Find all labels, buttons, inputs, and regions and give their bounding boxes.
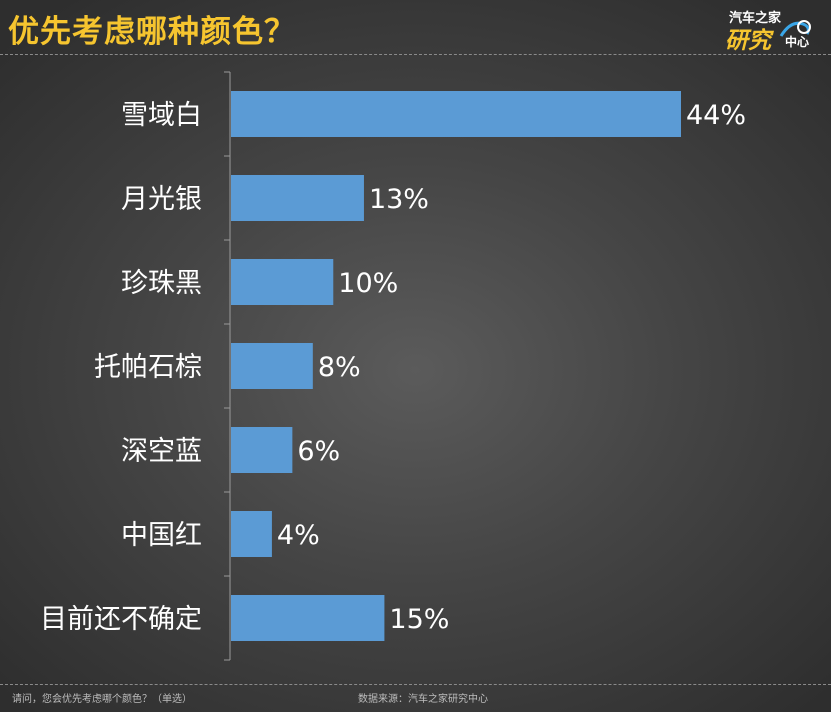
bar xyxy=(231,595,385,641)
bar xyxy=(231,343,313,389)
autohome-research-logo: 汽车之家 研究 中心 xyxy=(725,6,821,54)
category-label: 珍珠黑 xyxy=(121,268,202,299)
category-label: 雪域白 xyxy=(121,100,202,131)
value-label: 13% xyxy=(369,184,429,215)
logo-line2: 研究 xyxy=(725,28,771,54)
bar xyxy=(231,175,364,221)
footer-divider xyxy=(0,684,831,685)
bar xyxy=(231,259,334,305)
value-label: 6% xyxy=(297,436,340,467)
bar xyxy=(231,427,293,473)
header-divider xyxy=(0,54,831,55)
chart-title: 优先考虑哪种颜色？ xyxy=(8,14,296,50)
bar xyxy=(231,91,681,137)
value-label: 8% xyxy=(318,352,361,383)
value-label: 44% xyxy=(686,100,746,131)
bar-chart: 雪域白 44% 月光银 13% 珍珠黑 10% 托帕石棕 8% 深空蓝 6% 中国红 4% 目前还不确定… xyxy=(40,71,746,661)
bar xyxy=(231,511,272,557)
value-label: 10% xyxy=(338,268,398,299)
category-label: 深空蓝 xyxy=(121,436,202,467)
category-label: 托帕石棕 xyxy=(94,352,202,383)
logo-line1: 汽车之家 xyxy=(729,11,782,26)
logo-line3: 中心 xyxy=(785,35,810,49)
footer-question: 请问，您会优先考虑哪个颜色？（单选） xyxy=(12,694,192,705)
logo-swoosh-icon xyxy=(779,20,811,37)
footer-source: 数据来源：汽车之家研究中心 xyxy=(358,694,488,705)
value-label: 4% xyxy=(277,520,320,551)
value-label: 15% xyxy=(389,604,449,635)
category-label: 目前还不确定 xyxy=(40,604,202,635)
category-label: 中国红 xyxy=(121,520,202,551)
category-label: 月光银 xyxy=(121,184,202,215)
